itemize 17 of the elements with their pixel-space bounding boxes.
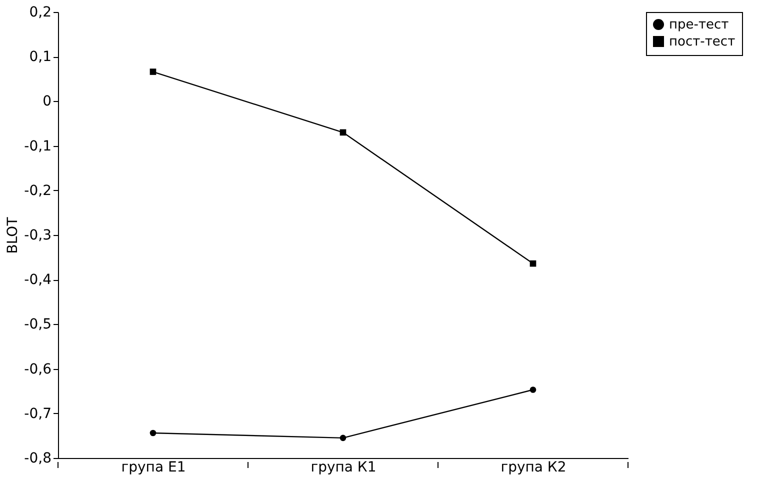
x-tick-label: група К2	[500, 460, 566, 476]
legend-label: пост-тест	[669, 34, 736, 50]
x-tick-label: група Е1	[121, 460, 186, 476]
legend-label: пре-тест	[669, 18, 730, 32]
y-tick-label: -0,3	[24, 228, 52, 244]
y-tick-label: -0,2	[24, 182, 52, 199]
x-tick-label: група К1	[310, 460, 376, 476]
y-tick-label: -0,8	[24, 450, 52, 466]
y-tick-label: 0	[42, 94, 52, 110]
y-tick-label: 0,1	[29, 49, 52, 66]
y-axis-title: BLOT	[5, 216, 22, 254]
y-tick-label: -0,1	[24, 138, 52, 154]
y-tick-label: -0,7	[24, 406, 52, 422]
y-tick-label: -0,5	[24, 316, 52, 333]
y-tick-label: -0,4	[24, 272, 52, 288]
y-tick-label: -0,6	[24, 361, 52, 378]
y-tick-label: 0,2	[29, 4, 52, 20]
